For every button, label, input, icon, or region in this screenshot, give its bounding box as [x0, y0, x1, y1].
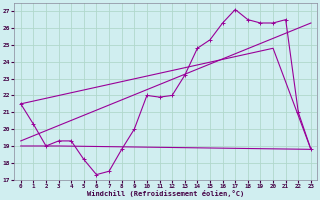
- X-axis label: Windchill (Refroidissement éolien,°C): Windchill (Refroidissement éolien,°C): [87, 190, 244, 197]
